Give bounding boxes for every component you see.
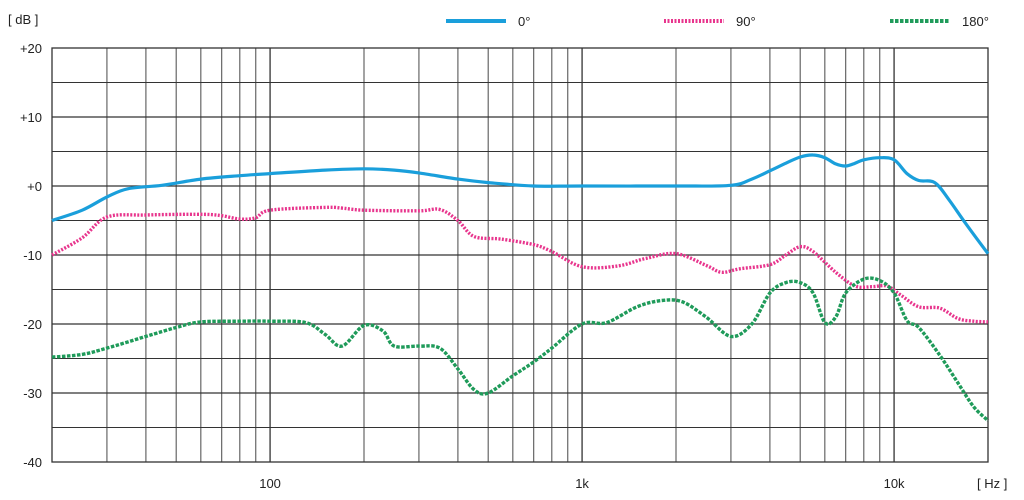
legend: 0° 90° 180° (446, 14, 989, 29)
y-tick-label: -40 (23, 455, 42, 470)
y-tick-label: +10 (20, 110, 42, 125)
y-axis-tick-labels: +20 +10 +0 -10 -20 -30 -40 (20, 41, 42, 470)
legend-label-0: 0° (518, 14, 530, 29)
legend-label-2: 180° (962, 14, 989, 29)
y-tick-label: -30 (23, 386, 42, 401)
y-tick-label: -10 (23, 248, 42, 263)
x-tick-label: 10k (884, 476, 905, 491)
x-tick-label: 1k (575, 476, 589, 491)
y-tick-label: +20 (20, 41, 42, 56)
y-axis-unit-label: [ dB ] (8, 12, 38, 27)
y-tick-label: +0 (27, 179, 42, 194)
series-line-0 (51, 153, 990, 255)
y-tick-label: -20 (23, 317, 42, 332)
series-line-2 (51, 276, 990, 422)
series-line-1 (51, 205, 989, 324)
x-axis-tick-labels: 100 1k 10k (259, 476, 905, 491)
x-axis-unit-label: [ Hz ] (977, 476, 1007, 491)
grid-lines (51, 47, 989, 463)
x-tick-label: 100 (259, 476, 281, 491)
legend-label-1: 90° (736, 14, 756, 29)
response-curves (51, 153, 990, 422)
